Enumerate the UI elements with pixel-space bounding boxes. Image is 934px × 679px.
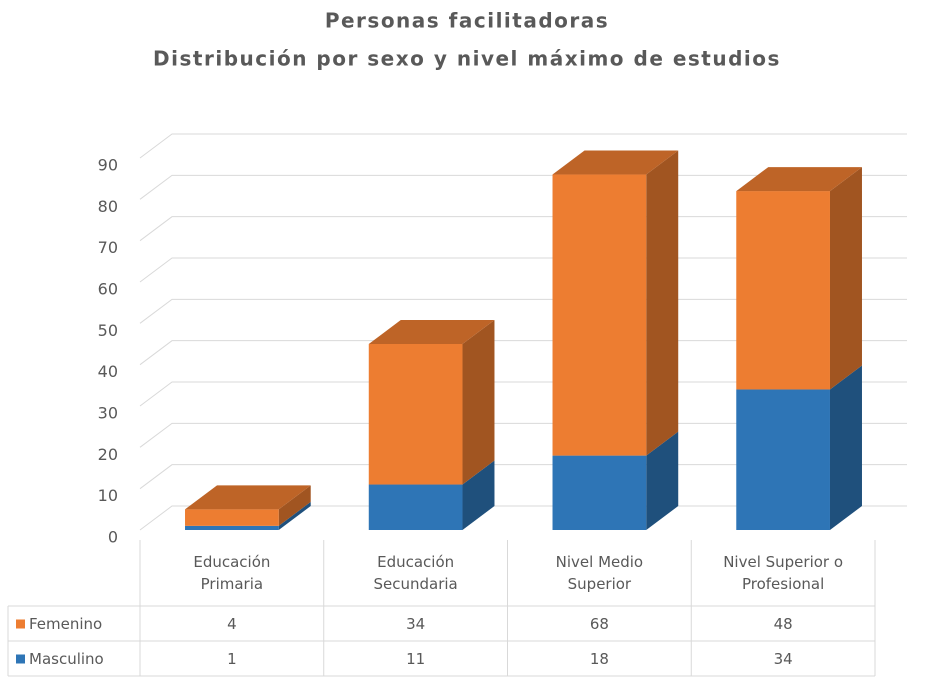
table-value: 34 <box>774 650 793 668</box>
table-value: 11 <box>406 650 425 668</box>
bar-side <box>646 150 679 456</box>
bar <box>736 191 830 390</box>
y-tick-label: 40 <box>98 362 118 381</box>
x-tick-label: Educación Secundaria <box>373 553 458 593</box>
y-tick-label: 50 <box>98 321 118 340</box>
table-value: 18 <box>590 650 609 668</box>
bar <box>552 174 647 456</box>
y-tick-label: 80 <box>98 197 118 216</box>
bar-side <box>462 460 495 530</box>
y-tick-label: 0 <box>108 528 118 547</box>
bar-side <box>278 501 311 530</box>
table-value: 4 <box>227 615 237 633</box>
y-tick-label: 20 <box>98 445 118 464</box>
bar-top <box>552 150 679 175</box>
x-tick-label: Educación Primaria <box>193 553 271 593</box>
x-tick-label: Nivel Medio Superior <box>555 553 644 593</box>
legend-label: Masculino <box>29 650 104 668</box>
bar-side <box>829 167 862 390</box>
bar-top <box>185 485 311 510</box>
bar <box>736 389 830 530</box>
y-tick-label: 70 <box>98 238 118 257</box>
y-tick-label: 60 <box>98 280 118 299</box>
bar <box>368 344 463 485</box>
bar <box>552 455 647 530</box>
bar-top <box>736 167 862 192</box>
y-tick-label: 90 <box>98 156 118 175</box>
chart-subtitle: Distribución por sexo y nivel máximo de … <box>153 47 781 71</box>
bar-top <box>368 320 495 344</box>
grid-line <box>139 133 907 159</box>
bar-side <box>829 365 862 530</box>
y-tick-label: 30 <box>98 404 118 423</box>
x-tick-label: Nivel Superior o Profesional <box>723 553 844 593</box>
bar <box>185 525 279 530</box>
legend-swatch <box>16 654 25 664</box>
table-value: 48 <box>774 615 793 633</box>
bar-side <box>646 431 679 530</box>
y-tick-label: 10 <box>98 486 118 505</box>
bar <box>368 484 463 530</box>
table-value: 34 <box>406 615 425 633</box>
table-value: 1 <box>227 650 237 668</box>
chart-title: Personas facilitadoras <box>325 9 609 33</box>
legend-label: Femenino <box>29 615 102 633</box>
bar-side <box>462 320 495 485</box>
table-value: 68 <box>590 615 609 633</box>
bar <box>185 509 279 526</box>
legend-swatch <box>16 619 25 629</box>
bar-side <box>278 485 311 526</box>
